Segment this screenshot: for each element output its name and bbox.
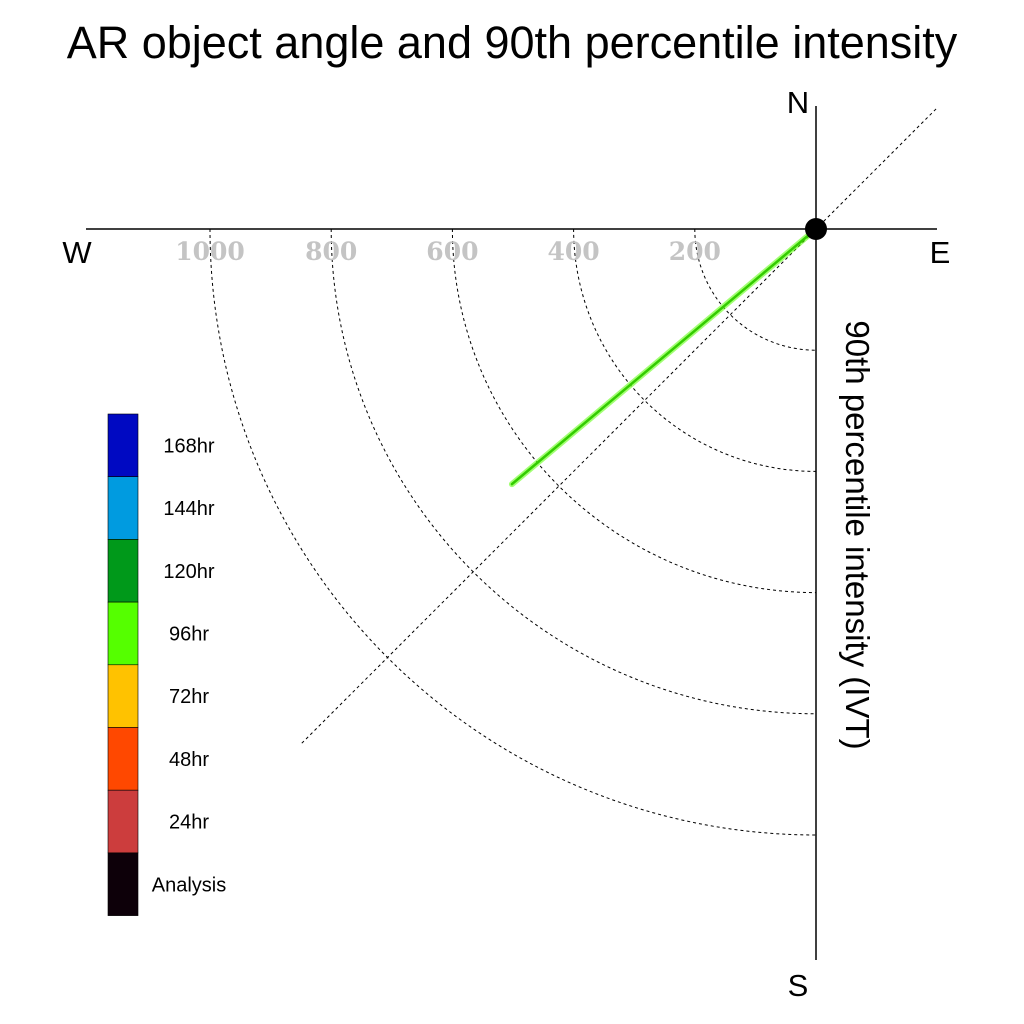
ring-200 [694,228,817,351]
series-96hr-line [510,227,818,486]
west-label: W [62,235,92,270]
tick-label-600: 600 [426,237,478,266]
legend-swatch-Analysis [107,852,139,916]
legend-label-168hr: 168hr [163,435,214,457]
intensity-rings [209,107,938,836]
legend-swatch-72hr [107,664,139,728]
ring-600 [451,228,817,594]
tick-label-800: 800 [305,237,357,266]
legend-label-144hr: 144hr [163,498,214,520]
tick-label-1000: 1000 [175,237,245,266]
legend-swatch-96hr [107,601,139,666]
legend: 168hr 144hr 120hr 96hr 72hr 48hr 24hr Analysis [107,413,226,916]
legend-swatch-120hr [107,539,139,603]
ring-400 [573,228,817,472]
legend-swatch-24hr [107,789,139,854]
legend-label-96hr: 96hr [169,623,209,645]
legend-label-120hr: 120hr [163,561,214,583]
east-label: E [930,235,951,270]
tick-label-400: 400 [548,237,600,266]
origin-marker [805,218,827,240]
legend-swatch-144hr [107,476,139,540]
legend-swatch-48hr [107,727,139,791]
tick-label-200: 200 [669,237,721,266]
radius-tick-labels: 200 400 600 800 1000 [175,237,721,266]
legend-label-72hr: 72hr [169,686,209,708]
chart-title: AR object angle and 90th percentile inte… [67,17,958,68]
north-label: N [787,85,809,120]
south-label: S [788,968,809,1003]
legend-swatch-168hr [107,413,139,478]
legend-label-24hr: 24hr [169,812,209,834]
legend-label-Analysis: Analysis [152,874,226,896]
legend-label-48hr: 48hr [169,749,209,771]
forecast-series [508,218,827,488]
compass-axes [86,106,937,960]
y-axis-label: 90th percentile intensity (IVT) [839,320,876,749]
